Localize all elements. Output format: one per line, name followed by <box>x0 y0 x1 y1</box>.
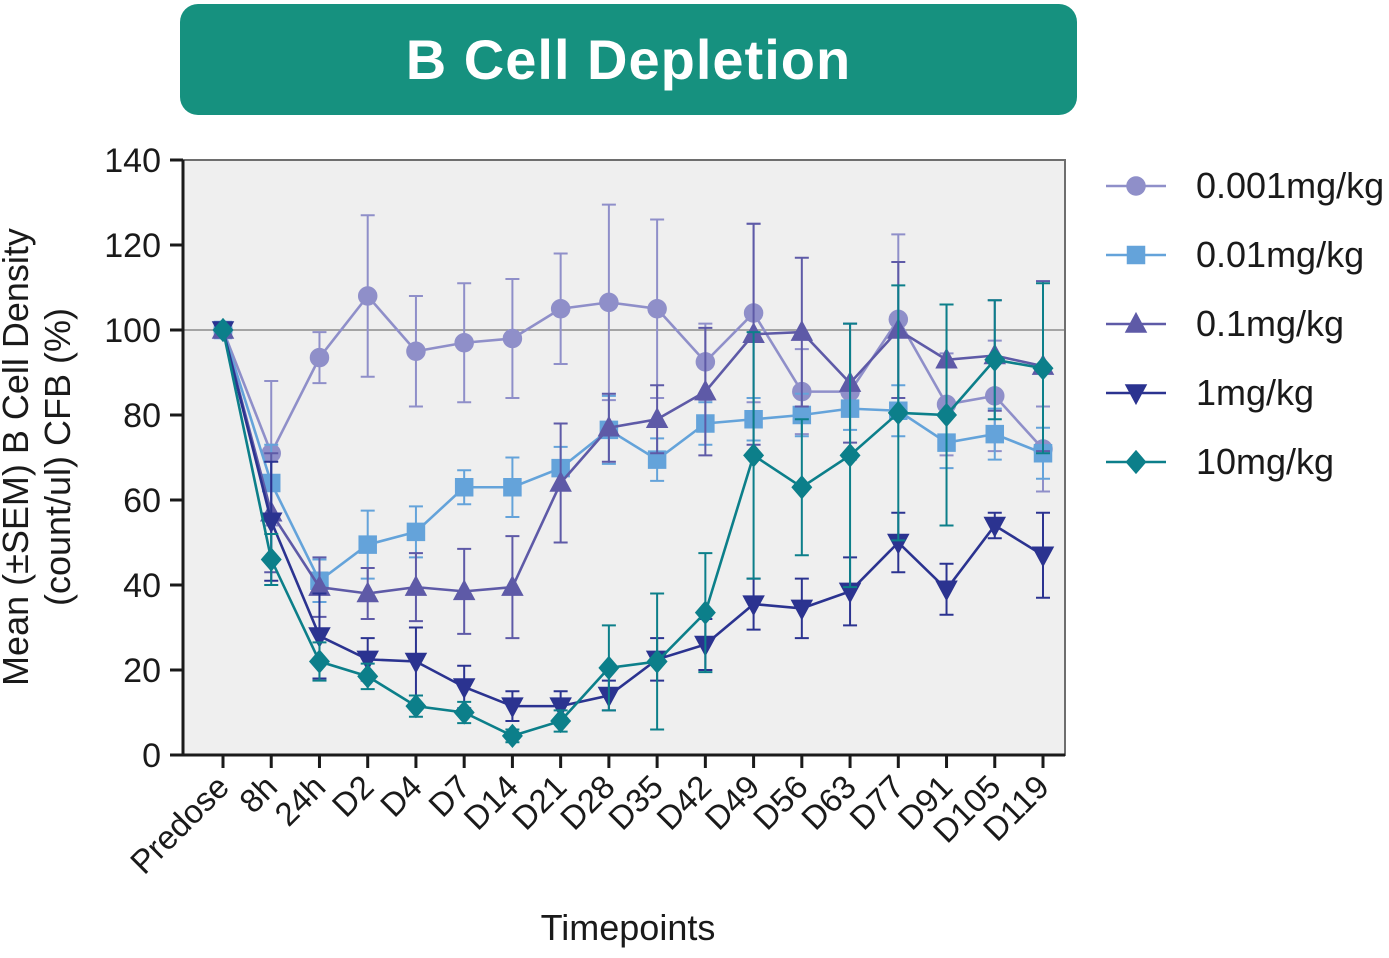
legend-label: 10mg/kg <box>1196 441 1334 482</box>
triangle-down-marker <box>790 599 814 621</box>
square-marker <box>1126 245 1146 265</box>
triangle-down-marker <box>935 580 958 602</box>
y-tick-label: 40 <box>123 567 161 605</box>
y-tick-label: 80 <box>123 397 161 435</box>
triangle-down-marker <box>742 595 765 617</box>
square-marker <box>406 522 426 542</box>
diamond-marker <box>212 317 234 343</box>
triangle-up-marker <box>501 575 524 596</box>
x-tick-label: D4 <box>373 768 429 824</box>
legend-item: 0.1mg/kg <box>1106 303 1344 344</box>
diamond-marker <box>839 443 861 468</box>
legend-item: 1mg/kg <box>1106 372 1314 413</box>
x-axis-title: Timepoints <box>541 907 716 948</box>
triangle-down-marker <box>452 678 476 700</box>
diamond-marker <box>984 347 1006 372</box>
circle-marker <box>309 347 330 368</box>
diamond-marker <box>1032 356 1054 381</box>
circle-marker <box>599 292 619 313</box>
triangle-up-marker <box>1124 311 1148 333</box>
triangle-down-marker <box>404 652 428 674</box>
legend-label: 0.001mg/kg <box>1196 165 1384 206</box>
triangle-down-marker <box>1031 546 1055 568</box>
legend-label: 0.1mg/kg <box>1196 303 1344 344</box>
legend-label: 1mg/kg <box>1196 372 1314 413</box>
legend-label: 0.01mg/kg <box>1196 234 1364 275</box>
triangle-up-marker <box>549 470 572 492</box>
triangle-down-marker <box>308 627 331 649</box>
y-tick-label: 100 <box>104 312 161 350</box>
triangle-down-marker <box>356 650 379 672</box>
title-banner: B Cell Depletion <box>180 4 1077 115</box>
y-tick-label: 140 <box>104 142 161 180</box>
diamond-marker <box>260 547 282 572</box>
square-marker <box>358 535 377 554</box>
square-marker <box>454 478 474 497</box>
diamond-marker <box>887 400 909 426</box>
triangle-down-marker <box>1124 384 1148 406</box>
diamond-marker <box>646 649 668 674</box>
y-axis-title-line1: Mean (±SEM) B Cell Density <box>0 228 36 686</box>
diamond-marker <box>308 649 330 674</box>
circle-marker <box>406 341 426 361</box>
diamond-marker <box>453 700 475 725</box>
circle-marker <box>647 299 667 319</box>
diamond-marker <box>357 664 379 689</box>
triangle-up-marker <box>356 581 379 603</box>
circle-marker <box>454 333 474 353</box>
x-tick-label: D2 <box>325 768 381 824</box>
legend-item: 0.001mg/kg <box>1106 165 1384 206</box>
circle-marker <box>357 286 378 306</box>
series-10mg/kg <box>212 282 1054 749</box>
diamond-marker <box>694 600 716 625</box>
triangle-down-marker <box>983 516 1007 538</box>
diamond-marker <box>1125 449 1147 475</box>
triangle-up-marker <box>790 320 814 341</box>
triangle-up-marker <box>404 575 428 596</box>
diamond-marker <box>501 723 523 749</box>
circle-marker <box>550 299 571 319</box>
triangle-up-marker <box>597 415 621 437</box>
square-marker <box>503 478 522 497</box>
plot-area <box>183 160 1065 755</box>
y-tick-label: 20 <box>123 652 161 690</box>
triangle-up-marker <box>452 579 476 601</box>
circle-marker <box>1126 176 1146 196</box>
triangle-up-marker <box>694 379 717 401</box>
diamond-marker <box>743 443 765 468</box>
y-tick-label: 0 <box>142 737 161 775</box>
diamond-marker <box>936 402 958 428</box>
triangle-down-marker <box>501 697 524 719</box>
y-tick-label: 120 <box>104 227 161 265</box>
x-tick-label: Predose <box>123 768 236 881</box>
legend: 0.001mg/kg 0.01mg/kg 0.1mg/kg 1mg/kg 10mg/kg <box>1106 165 1384 482</box>
legend-item: 0.01mg/kg <box>1106 234 1364 275</box>
square-marker <box>985 424 1005 444</box>
plot-layer: 020406080100120140Predose8h24hD2D4D7D14D… <box>104 142 1066 881</box>
legend-item: 10mg/kg <box>1106 441 1334 482</box>
diamond-marker <box>598 655 620 681</box>
triangle-up-marker <box>645 407 669 428</box>
diamond-marker <box>791 475 813 500</box>
triangle-down-marker <box>549 697 572 719</box>
diamond-marker <box>405 693 427 719</box>
circle-marker <box>502 328 523 349</box>
y-axis-title-line2: (count/ul) CFB (%) <box>37 308 78 606</box>
x-tick-label: 24h <box>267 768 332 833</box>
y-tick-label: 60 <box>123 482 161 520</box>
triangle-down-marker <box>259 512 283 534</box>
diamond-marker <box>550 708 572 734</box>
chart-title: B Cell Depletion <box>405 28 852 91</box>
